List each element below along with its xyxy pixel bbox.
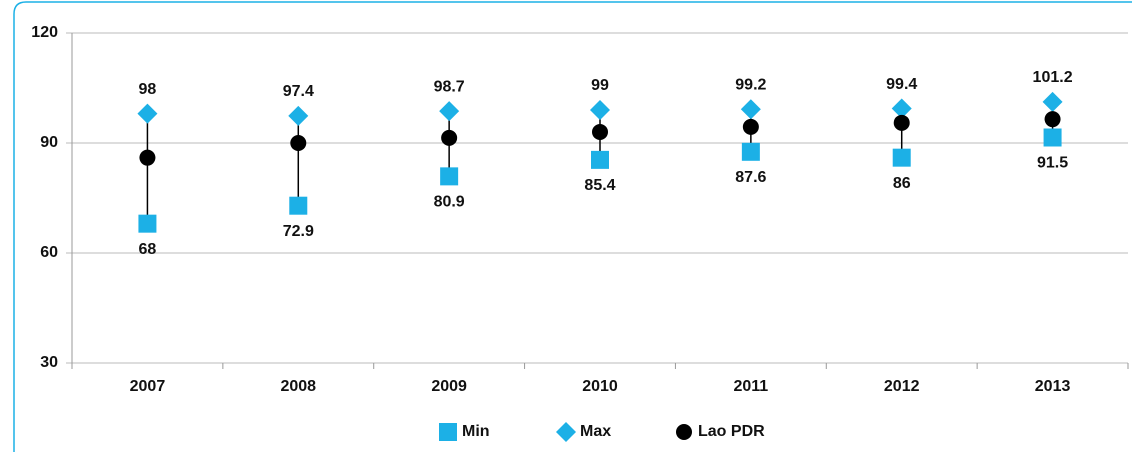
- marker-circle: [290, 135, 307, 151]
- data-label: 68: [139, 241, 157, 258]
- marker-diamond: [1042, 91, 1063, 112]
- y-tick-label: 90: [40, 134, 58, 151]
- data-label: 80.9: [434, 194, 465, 211]
- marker-square: [439, 423, 457, 441]
- x-tick-label: 2008: [280, 378, 316, 395]
- data-label: 101.2: [1033, 69, 1073, 86]
- marker-circle: [893, 114, 910, 131]
- data-label: 87.6: [735, 169, 766, 186]
- frame: [13, 1, 1132, 452]
- data-label: 99: [591, 77, 609, 94]
- marker-circle: [592, 124, 608, 140]
- data-label: 97.4: [283, 83, 314, 100]
- x-tick-label: 2012: [884, 378, 920, 395]
- x-tick-label: 2009: [431, 378, 467, 395]
- marker-diamond: [288, 105, 309, 126]
- x-tick-label: 2011: [733, 378, 768, 395]
- marker-square: [1043, 128, 1062, 147]
- y-tick-label: 120: [31, 24, 58, 41]
- marker-diamond: [590, 100, 610, 120]
- marker-circle: [742, 118, 759, 135]
- data-label: 98: [139, 81, 157, 98]
- x-tick-label: 2013: [1035, 378, 1071, 395]
- x-tick-label: 2010: [582, 378, 618, 395]
- data-label: 86: [893, 175, 911, 192]
- data-label: 91.5: [1037, 155, 1068, 172]
- y-tick-label: 30: [40, 354, 58, 371]
- marker-square: [440, 167, 459, 186]
- legend-label: Lao PDR: [698, 423, 765, 440]
- x-tick-label: 2007: [130, 378, 166, 395]
- marker-diamond: [556, 422, 576, 442]
- data-label: 72.9: [283, 223, 314, 240]
- marker-square: [591, 150, 609, 169]
- marker-diamond: [891, 98, 912, 119]
- data-label: 99.2: [735, 76, 766, 93]
- marker-diamond: [439, 101, 460, 122]
- legend-label: Min: [462, 423, 490, 440]
- data-label: 99.4: [886, 76, 917, 93]
- marker-circle: [139, 149, 156, 166]
- marker-circle: [441, 129, 458, 146]
- marker-diamond: [137, 103, 158, 124]
- data-label: 98.7: [434, 78, 465, 95]
- marker-circle: [676, 424, 692, 440]
- marker-square: [741, 142, 760, 161]
- marker-circle: [1044, 111, 1061, 128]
- marker-square: [892, 148, 911, 167]
- legend-label: Max: [580, 423, 611, 440]
- data-label: 85.4: [584, 177, 615, 194]
- marker-square: [138, 214, 157, 233]
- marker-diamond: [740, 99, 761, 120]
- marker-square: [289, 196, 308, 215]
- y-tick-label: 60: [40, 244, 58, 261]
